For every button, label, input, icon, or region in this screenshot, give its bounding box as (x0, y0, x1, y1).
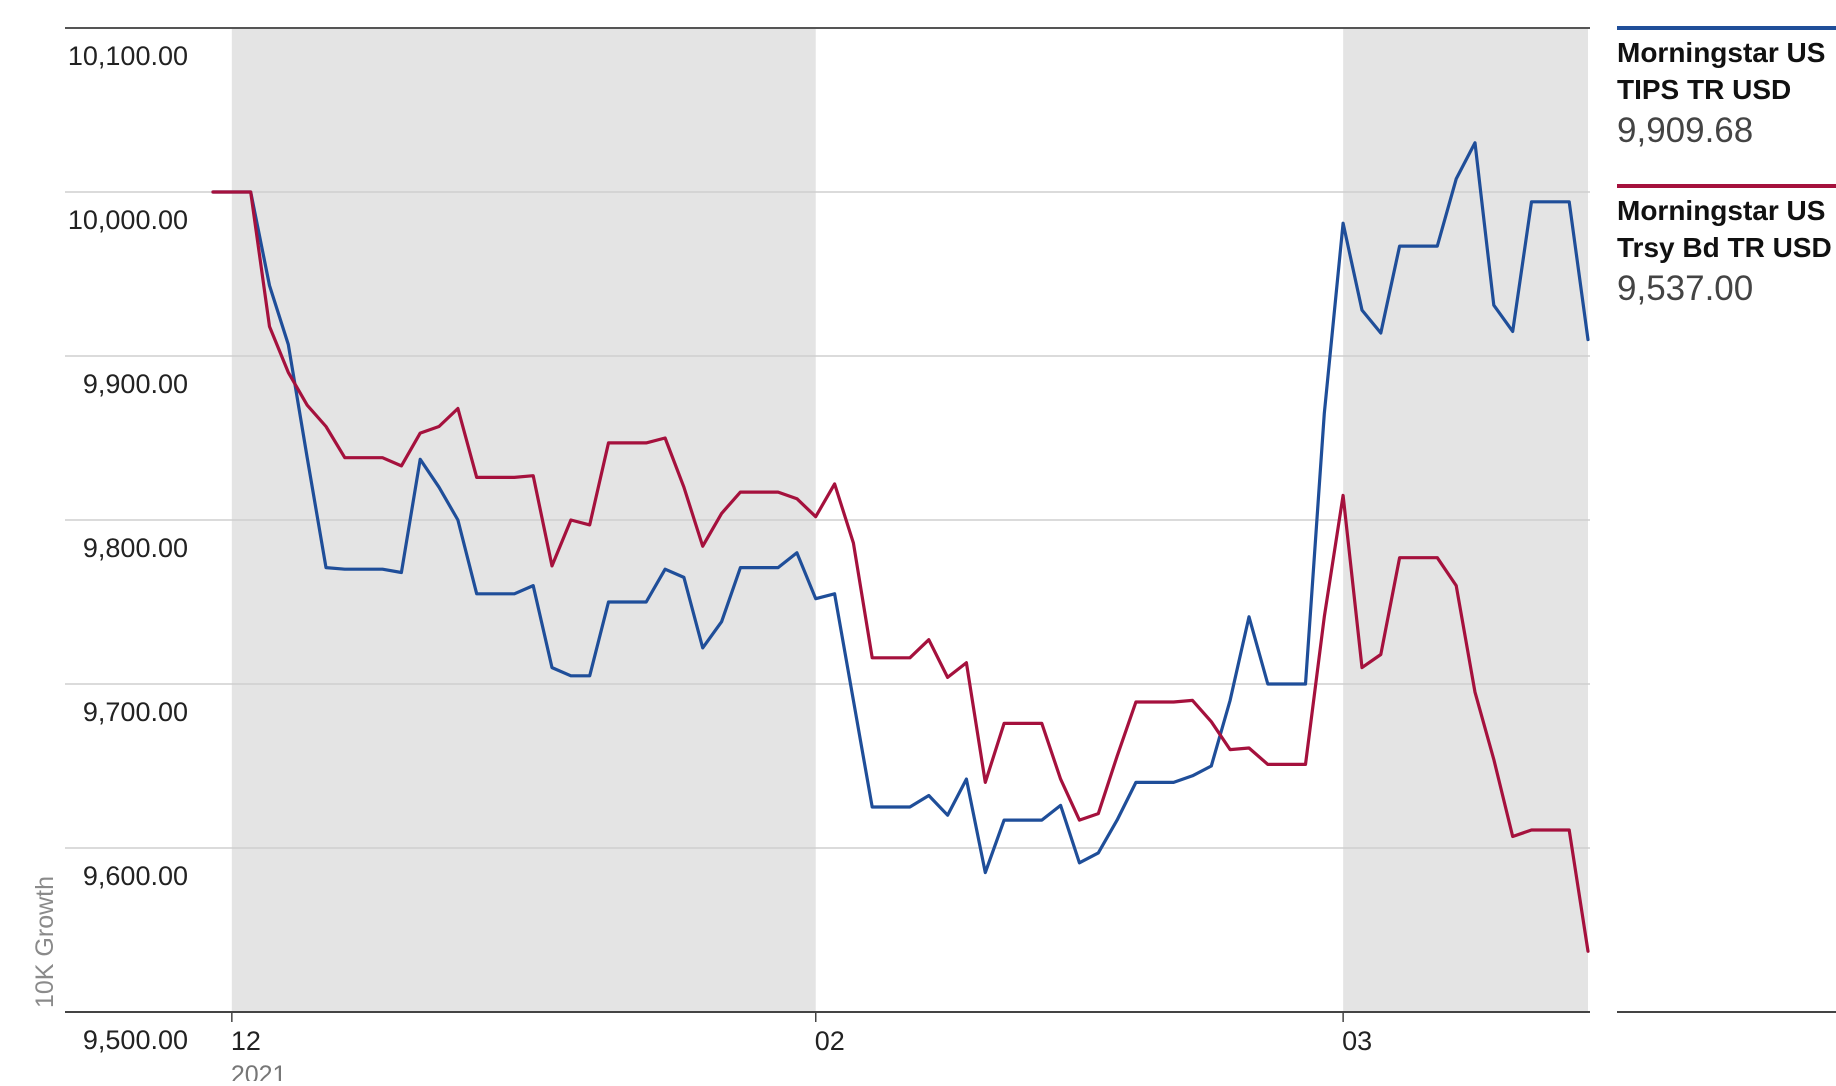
y-tick-label: 9,700.00 (83, 697, 188, 727)
y-tick-label: 10,000.00 (68, 205, 188, 235)
legend-last-value: 9,909.68 (1617, 111, 1753, 150)
y-axis-tick-labels: 10,100.00 10,000.00 9,900.00 9,800.00 9,700.… (68, 41, 188, 1055)
series-line-2 (211, 190, 1590, 953)
y-tick-label: 9,800.00 (83, 533, 188, 563)
legend-series-name: Trsy Bd TR USD (1617, 232, 1832, 263)
legend-series-name: Morningstar US (1617, 37, 1825, 68)
y-tick-label: 10,100.00 (68, 41, 188, 71)
series-lines (211, 141, 1590, 953)
legend: Morningstar US TIPS TR USD 9,909.68 Morning… (1617, 26, 1836, 308)
x-tick-label: 02 (815, 1026, 845, 1056)
x-axis-tick-labels: 12 2021 02 03 (231, 1012, 1372, 1086)
y-tick-label: 9,900.00 (83, 369, 188, 399)
y-axis-title: 10K Growth (31, 876, 59, 1008)
x-tick-label: 12 (231, 1026, 261, 1056)
legend-series-name: Morningstar US (1617, 195, 1825, 226)
y-tick-label: 9,500.00 (83, 1025, 188, 1055)
legend-last-value: 9,537.00 (1617, 269, 1753, 308)
legend-series-name: TIPS TR USD (1617, 74, 1791, 105)
y-tick-label: 9,600.00 (83, 861, 188, 891)
series-line-1 (211, 141, 1590, 875)
x-tick-sublabel: 2021 (231, 1061, 287, 1081)
x-tick-label: 03 (1342, 1026, 1372, 1056)
gridlines (65, 27, 1836, 1013)
